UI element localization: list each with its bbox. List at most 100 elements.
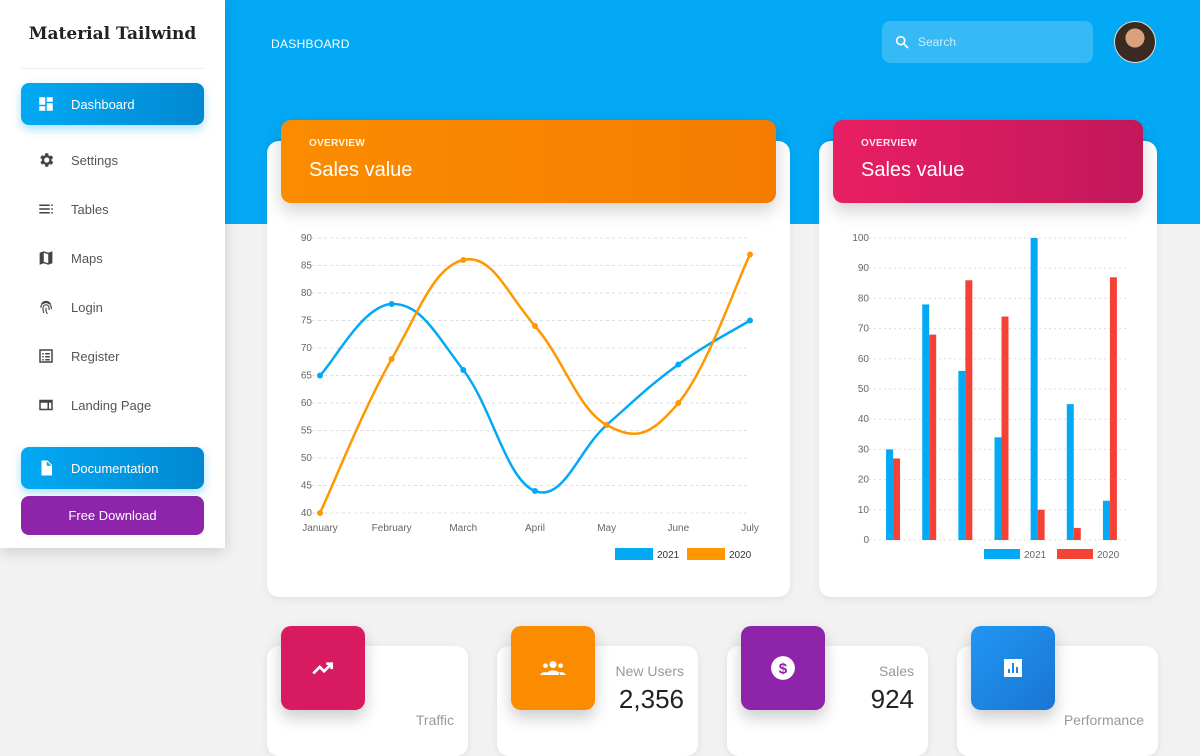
brand-logo[interactable]: Material Tailwind <box>28 24 197 44</box>
data-point <box>460 257 467 263</box>
sidebar-item-landing-page[interactable]: Landing Page <box>21 384 204 426</box>
data-point <box>675 400 682 406</box>
y-tick-label: 70 <box>301 343 313 354</box>
users-icon <box>511 626 595 710</box>
card-title: Sales value <box>861 159 965 181</box>
bar-2020 <box>1001 316 1009 540</box>
card-overline: OVERVIEW <box>861 138 918 149</box>
sidebar-item-tables[interactable]: Tables <box>21 188 204 230</box>
search-input[interactable]: Search <box>882 21 1093 63</box>
data-point <box>532 488 538 494</box>
avatar[interactable] <box>1114 21 1156 63</box>
data-point <box>675 361 682 368</box>
sidebar: Material Tailwind Dashboard Settings Tab… <box>0 0 225 548</box>
search-icon <box>895 35 909 49</box>
bar-2021 <box>1102 500 1110 540</box>
x-tick-label: February <box>372 523 412 534</box>
y-tick-label: 80 <box>858 293 870 304</box>
legend-swatch <box>615 548 653 560</box>
y-tick-label: 75 <box>301 316 313 327</box>
stat-label: Sales <box>878 663 914 679</box>
stat-label: Performance <box>1063 712 1144 728</box>
sidebar-item-label: Landing Page <box>71 397 152 413</box>
y-tick-label: 55 <box>301 426 313 437</box>
divider <box>21 68 204 69</box>
sidebar-item-register[interactable]: Register <box>21 335 204 377</box>
gear-icon <box>40 153 54 167</box>
sidebar-item-login[interactable]: Login <box>21 286 204 328</box>
x-tick-label: June <box>667 523 689 534</box>
legend-label: 2021 <box>657 550 680 561</box>
data-point <box>747 251 753 258</box>
documentation-label: Documentation <box>71 460 159 476</box>
bar-chart-header: OVERVIEW Sales value <box>833 120 1143 203</box>
bar-2021 <box>1030 238 1038 540</box>
legend-label: 2020 <box>1097 550 1120 561</box>
y-tick-label: 80 <box>301 288 313 299</box>
sidebar-item-maps[interactable]: Maps <box>21 237 204 279</box>
data-point <box>603 422 610 428</box>
sidebar-item-label: Login <box>71 299 103 315</box>
legend-swatch <box>984 549 1020 559</box>
web-icon <box>39 399 53 411</box>
map-icon <box>39 251 53 265</box>
stat-value: 2,356 <box>618 684 684 714</box>
y-tick-label: 45 <box>301 481 313 492</box>
y-tick-label: 60 <box>858 354 870 365</box>
data-point <box>317 510 323 516</box>
chart-icon <box>971 626 1055 710</box>
dollar-icon: $ <box>741 626 825 710</box>
free-download-button[interactable]: Free Download <box>21 496 204 535</box>
x-tick-label: January <box>302 523 338 534</box>
legend-label: 2020 <box>729 550 752 561</box>
y-tick-label: 30 <box>858 444 870 455</box>
y-tick-label: 10 <box>858 505 870 516</box>
sidebar-item-label: Tables <box>71 201 109 217</box>
legend-swatch <box>687 548 725 560</box>
bar-2020 <box>1073 527 1081 540</box>
bar-2021 <box>922 304 930 540</box>
legend-label: 2021 <box>1024 550 1047 561</box>
y-tick-label: 20 <box>858 475 870 486</box>
sidebar-item-label: Dashboard <box>71 96 135 112</box>
sidebar-item-settings[interactable]: Settings <box>21 139 204 181</box>
form-icon <box>39 349 53 363</box>
document-icon <box>41 460 52 476</box>
y-tick-label: 40 <box>301 508 313 519</box>
stat-value: 924 <box>870 684 914 714</box>
data-point <box>388 356 395 362</box>
data-point <box>388 301 395 307</box>
bar-2020 <box>1109 277 1117 540</box>
y-tick-label: 40 <box>858 414 870 425</box>
stat-label: New Users <box>615 663 684 679</box>
sidebar-item-dashboard[interactable]: Dashboard <box>21 83 204 125</box>
y-tick-label: 0 <box>863 535 869 546</box>
bar-2021 <box>994 437 1002 540</box>
y-tick-label: 90 <box>858 263 870 274</box>
y-tick-label: 90 <box>301 233 313 244</box>
x-tick-label: April <box>525 523 545 534</box>
card-title: Sales value <box>309 159 413 181</box>
y-tick-label: 85 <box>301 261 313 272</box>
dashboard-icon <box>39 97 53 111</box>
y-tick-label: 100 <box>852 233 869 244</box>
data-point <box>532 323 538 329</box>
line-chart-header: OVERVIEW Sales value <box>281 120 776 203</box>
x-tick-label: July <box>741 523 759 534</box>
y-tick-label: 50 <box>301 453 313 464</box>
bar-2020 <box>929 334 937 540</box>
y-tick-label: 60 <box>301 398 313 409</box>
stat-label: Traffic <box>415 712 454 728</box>
data-point <box>460 367 467 373</box>
sidebar-item-label: Maps <box>71 250 103 266</box>
sidebar-item-label: Settings <box>71 152 118 168</box>
y-tick-label: 65 <box>301 371 313 382</box>
x-tick-label: May <box>597 523 616 534</box>
bar-2020 <box>1037 509 1045 540</box>
fingerprint-icon <box>40 300 52 315</box>
bar-chart: 0 10 20 30 40 50 60 70 80 90 100 2021 2020 <box>852 233 1128 561</box>
y-tick-label: 50 <box>858 384 870 395</box>
legend-swatch <box>1057 549 1093 559</box>
bar-2021 <box>958 370 966 540</box>
documentation-button[interactable]: Documentation <box>21 447 204 489</box>
